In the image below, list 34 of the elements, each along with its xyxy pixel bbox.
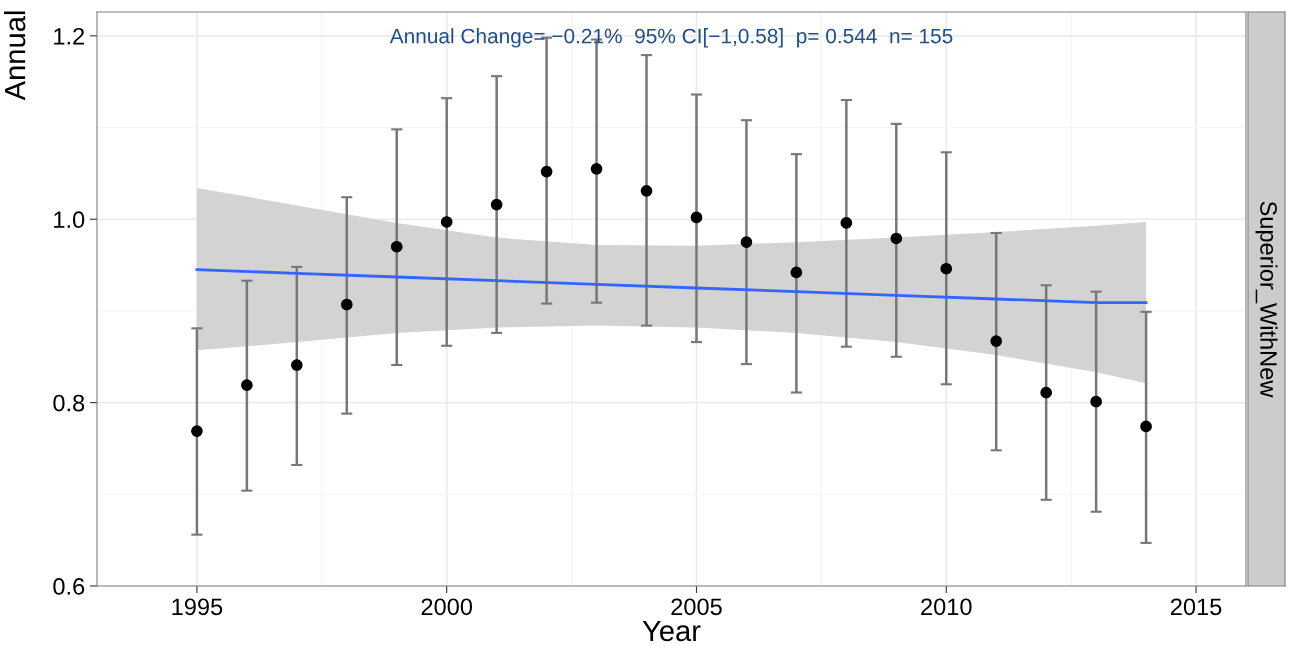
x-axis-title: Year	[642, 620, 701, 642]
point	[990, 335, 1003, 348]
y-tick-label: 0.6	[53, 578, 85, 595]
point	[690, 211, 703, 224]
point	[440, 216, 453, 228]
point	[540, 165, 553, 178]
y-axis-title: Annual	[4, 11, 26, 101]
point	[740, 236, 753, 248]
annotation: Annual Change= −0.21% 95% CI[−1,0.58] p= 0.544 n= 155	[389, 28, 953, 48]
point	[940, 262, 953, 275]
point	[390, 240, 403, 253]
point	[590, 162, 603, 175]
y-tick-label: 1.2	[54, 27, 85, 45]
line-series	[195, 268, 1148, 305]
point	[840, 217, 853, 229]
x-tick-label: 2015	[1170, 598, 1222, 616]
x-tick-label: 2005	[671, 598, 722, 616]
point	[490, 198, 503, 211]
point	[1040, 386, 1053, 399]
point	[1140, 420, 1152, 433]
x-tick-label: 1995	[172, 598, 223, 616]
point	[790, 266, 803, 279]
x-tick-label: 2000	[421, 598, 473, 616]
point	[890, 232, 903, 245]
point	[241, 379, 253, 392]
point	[340, 298, 353, 311]
point	[1090, 395, 1102, 408]
text: Superior_WithNew	[1255, 201, 1278, 398]
x-tick-label: 2010	[921, 598, 972, 616]
point	[640, 184, 653, 197]
point	[191, 425, 203, 437]
y-tick-label: 0.8	[53, 394, 85, 412]
point	[290, 359, 303, 371]
y-tick-label: 1.0	[54, 211, 85, 229]
